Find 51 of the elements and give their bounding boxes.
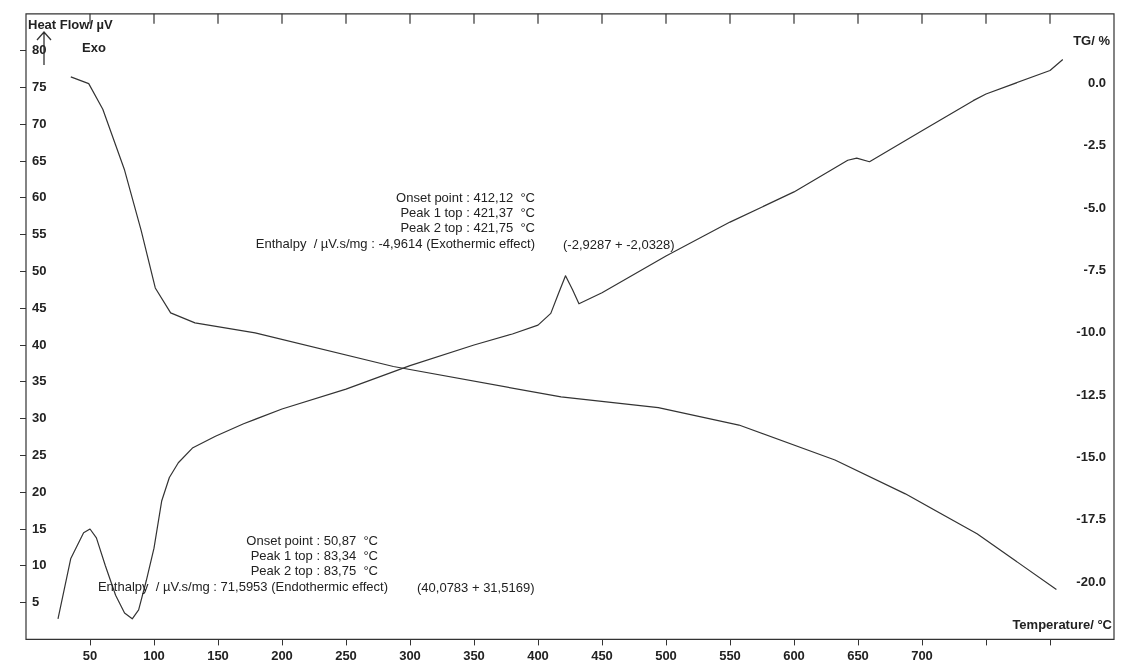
- y2-tick-label: -2.5: [1083, 137, 1106, 153]
- y-tick-label: 30: [32, 410, 47, 426]
- annotation: Peak 1 top : 421,37 °C: [400, 204, 535, 220]
- annotation: Onset point : 50,87 °C: [246, 532, 378, 548]
- annotation: Peak 2 top : 83,75 °C: [250, 562, 378, 578]
- y-tick-label: 70: [32, 115, 47, 131]
- x-tick-label: 450: [591, 647, 613, 663]
- annotation: Peak 2 top : 421,75 °C: [400, 219, 535, 235]
- y-tick-label: 10: [32, 557, 47, 573]
- y-axis-title: Heat Flow/ µV: [28, 17, 114, 33]
- x-tick-label: 350: [463, 647, 485, 663]
- y-tick-label: 35: [32, 373, 47, 389]
- annotation: Exo: [82, 39, 106, 55]
- x-tick-label: 300: [399, 647, 421, 663]
- x-tick-label: 400: [527, 647, 549, 663]
- y-tick-label: 20: [32, 483, 47, 499]
- y-tick-label: 75: [32, 78, 47, 94]
- annotation: Enthalpy / µV.s/mg : -4,9614 (Exothermic effect): [255, 235, 535, 251]
- annotation: (-2,9287 + -2,0328): [563, 236, 675, 252]
- x-tick-label: 50: [82, 647, 98, 663]
- y2-tick-label: -10.0: [1076, 324, 1106, 340]
- annotation: Onset point : 412,12 °C: [396, 189, 535, 205]
- x-tick-label: 150: [207, 647, 229, 663]
- x-tick-label: 650: [847, 647, 869, 663]
- y-tick-label: 55: [32, 226, 47, 242]
- y2-tick-label: -12.5: [1076, 386, 1106, 402]
- y2-tick-label: -15.0: [1076, 449, 1106, 465]
- annotation: (40,0783 + 31,5169): [417, 579, 535, 595]
- x-tick-label: 700: [911, 647, 933, 663]
- y2-axis-title: TG/ %: [1073, 33, 1111, 49]
- x-tick-label: 500: [655, 647, 677, 663]
- y2-tick-label: -17.5: [1076, 511, 1106, 527]
- y2-tick-label: 0.0: [1087, 75, 1106, 91]
- annotation: Peak 1 top : 83,34 °C: [250, 547, 378, 563]
- y-tick-label: 45: [32, 299, 47, 315]
- y-tick-label: 60: [32, 189, 47, 205]
- y-tick-label: 15: [32, 520, 47, 536]
- x-axis-title: Temperature/ °C: [1012, 616, 1113, 632]
- x-tick-label: 200: [271, 647, 293, 663]
- x-tick-label: 550: [719, 647, 741, 663]
- y-tick-label: 50: [32, 262, 47, 278]
- y-tick-label: 40: [32, 336, 47, 352]
- x-tick-label: 600: [783, 647, 805, 663]
- y-tick-label: 25: [32, 446, 47, 462]
- y2-tick-label: -7.5: [1083, 262, 1106, 278]
- y-tick-label: 65: [32, 152, 47, 168]
- x-tick-label: 100: [143, 647, 165, 663]
- x-tick-label: 250: [335, 647, 357, 663]
- y-tick-label: 5: [32, 594, 40, 610]
- y2-tick-label: -20.0: [1076, 573, 1106, 589]
- y2-tick-label: -5.0: [1083, 199, 1106, 215]
